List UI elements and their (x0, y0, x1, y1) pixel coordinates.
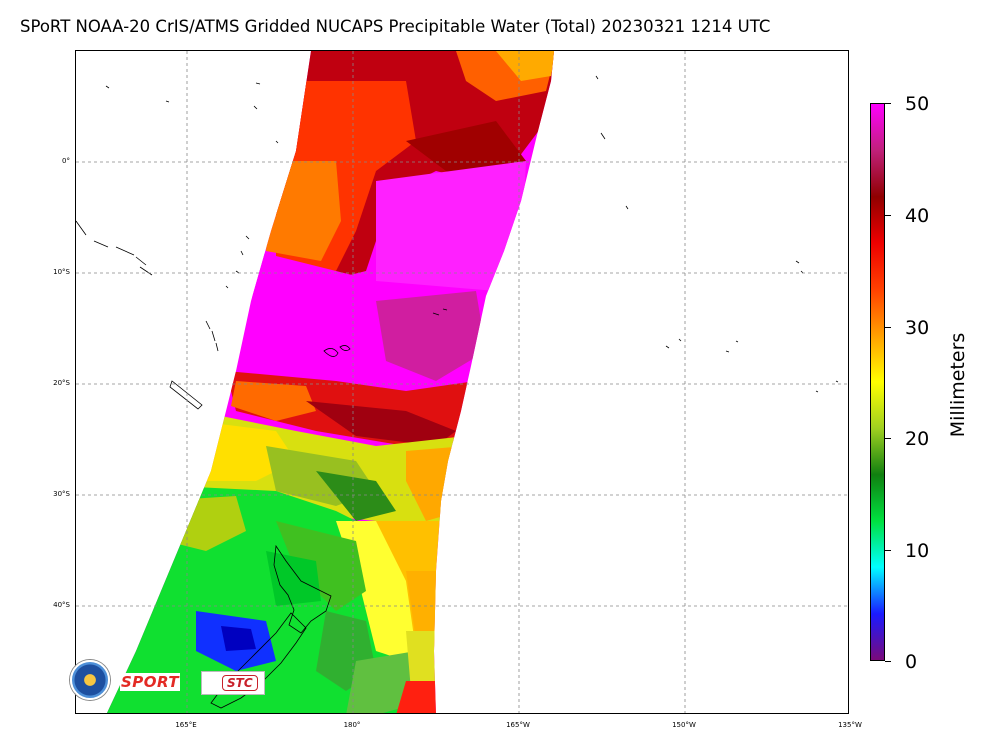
lon-label-165w: 165°W (506, 721, 530, 729)
lat-label-0: 0° (62, 157, 70, 165)
lat-label-40s: 40°S (53, 601, 70, 609)
sport-logo: SPORT (120, 673, 181, 691)
stc-logo-text: STC (222, 675, 258, 691)
colorbar-title: Millimeters (947, 332, 969, 438)
map-canvas (76, 51, 848, 713)
lat-label-30s: 30°S (53, 490, 70, 498)
colorbar-tick (885, 550, 891, 551)
precip-swath (106, 51, 554, 713)
colorbar-label-30: 30 (905, 317, 930, 339)
colorbar-label-0: 0 (905, 651, 918, 673)
lon-label-180: 180° (343, 721, 361, 729)
lat-label-20s: 20°S (53, 379, 70, 387)
nasa-logo-icon (70, 660, 110, 700)
colorbar-tick (885, 438, 891, 439)
map-title: SPoRT NOAA-20 CrIS/ATMS Gridded NUCAPS P… (20, 17, 771, 36)
lat-label-10s: 10°S (53, 268, 70, 276)
colorbar (870, 103, 885, 661)
coastlines (76, 75, 839, 709)
lon-label-150w: 150°W (672, 721, 696, 729)
gridlines (76, 51, 848, 713)
lon-label-135w: 135°W (838, 721, 862, 729)
colorbar-tick (885, 327, 891, 328)
colorbar-label-50: 50 (905, 93, 930, 115)
colorbar-tick (885, 103, 891, 104)
map-panel[interactable] (75, 50, 849, 714)
colorbar-label-10: 10 (905, 540, 930, 562)
colorbar-tick (885, 215, 891, 216)
colorbar-label-40: 40 (905, 205, 930, 227)
colorbar-label-20: 20 (905, 428, 930, 450)
lon-label-165e: 165°E (175, 721, 197, 729)
colorbar-tick (885, 661, 891, 662)
stc-logo: STC (201, 671, 265, 695)
